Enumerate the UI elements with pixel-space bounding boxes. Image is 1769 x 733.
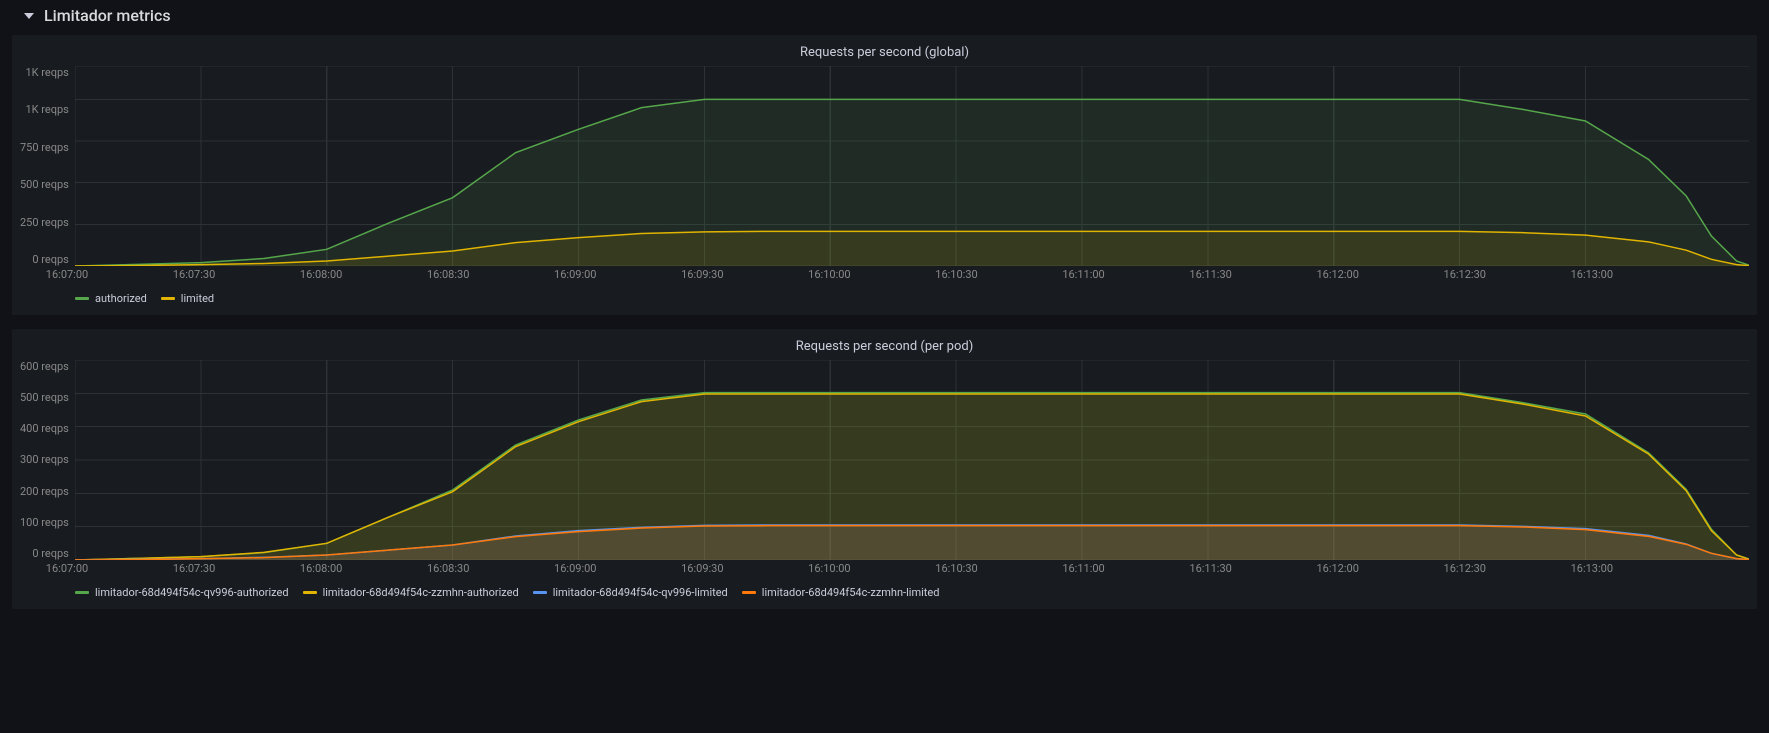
x-tick-label: 16:11:30 — [1189, 562, 1231, 575]
y-axis: 1K reqps 1K reqps 750 reqps 500 reqps 250 re… — [20, 66, 75, 266]
y-tick-label: 500 reqps — [20, 391, 69, 404]
legend-label: limitador-68d494f54c-zzmhn-limited — [762, 586, 940, 599]
chevron-down-icon — [24, 13, 34, 19]
y-tick-label: 200 reqps — [20, 485, 69, 498]
y-tick-label: 500 reqps — [20, 178, 69, 191]
plot-area[interactable] — [75, 360, 1749, 560]
x-axis: 16:07:0016:07:3016:08:0016:08:3016:09:00… — [67, 560, 1757, 578]
x-tick-label: 16:09:30 — [681, 562, 723, 575]
y-tick-label: 250 reqps — [20, 216, 69, 229]
x-tick-label: 16:13:00 — [1571, 562, 1613, 575]
legend-item[interactable]: limitador-68d494f54c-qv996-authorized — [75, 586, 289, 599]
x-tick-label: 16:09:00 — [554, 268, 596, 281]
x-tick-label: 16:13:00 — [1571, 268, 1613, 281]
y-tick-label: 1K reqps — [25, 103, 68, 116]
x-tick-label: 16:10:30 — [935, 268, 977, 281]
x-tick-label: 16:08:30 — [427, 562, 469, 575]
x-axis-row: 16:07:00 16:07:30 16:08:00 16:08:30 16:09:00… — [12, 266, 1757, 284]
panel-perpod: Requests per second (per pod) 600 reqps 5… — [12, 329, 1757, 609]
legend-swatch — [161, 297, 175, 300]
x-tick-label: 16:07:30 — [173, 268, 215, 281]
legend-swatch — [75, 297, 89, 300]
panel-title: Requests per second (per pod) — [12, 329, 1757, 360]
legend-item[interactable]: limitador-68d494f54c-zzmhn-authorized — [303, 586, 519, 599]
x-tick-label: 16:09:00 — [554, 562, 596, 575]
y-tick-label: 1K reqps — [25, 66, 68, 79]
y-tick-label: 0 reqps — [32, 547, 68, 560]
legend-swatch — [533, 591, 547, 594]
x-tick-label: 16:12:30 — [1444, 268, 1486, 281]
y-tick-label: 100 reqps — [20, 516, 69, 529]
legend-item[interactable]: limited — [161, 292, 214, 305]
legend-label: limitador-68d494f54c-zzmhn-authorized — [323, 586, 519, 599]
legend-label: authorized — [95, 292, 147, 305]
y-tick-label: 400 reqps — [20, 422, 69, 435]
x-axis: 16:07:0016:07:3016:08:0016:08:3016:09:00… — [67, 266, 1757, 284]
y-axis: 600 reqps 500 reqps 400 reqps 300 reqps 200 … — [20, 360, 75, 560]
panel-global: Requests per second (global) 1K reqps1K … — [12, 35, 1757, 315]
chart-global[interactable]: 1K reqps 1K reqps 750 reqps 500 reqps 250 re… — [12, 66, 1757, 266]
legend-item[interactable]: limitador-68d494f54c-zzmhn-limited — [742, 586, 940, 599]
chart-perpod[interactable]: 600 reqps 500 reqps 400 reqps 300 reqps 200 … — [12, 360, 1757, 560]
legend: authorized limited — [12, 284, 1757, 309]
x-tick-label: 16:07:00 — [46, 268, 88, 281]
legend-label: limitador-68d494f54c-qv996-authorized — [95, 586, 289, 599]
x-tick-label: 16:11:00 — [1062, 562, 1104, 575]
x-tick-label: 16:11:00 — [1062, 268, 1104, 281]
x-tick-label: 16:10:00 — [808, 268, 850, 281]
x-tick-label: 16:11:30 — [1189, 268, 1231, 281]
x-tick-label: 16:12:30 — [1444, 562, 1486, 575]
x-tick-label: 16:07:30 — [173, 562, 215, 575]
panel-title: Requests per second (global) — [12, 35, 1757, 66]
x-axis-row: 16:07:00 16:07:30 16:08:00 16:08:30 16:09:00… — [12, 560, 1757, 578]
x-tick-label: 16:08:00 — [300, 562, 342, 575]
legend-swatch — [742, 591, 756, 594]
legend-label: limited — [181, 292, 214, 305]
x-tick-label: 16:07:00 — [46, 562, 88, 575]
x-tick-label: 16:08:00 — [300, 268, 342, 281]
x-tick-label: 16:12:00 — [1316, 268, 1358, 281]
legend-item[interactable]: limitador-68d494f54c-qv996-limited — [533, 586, 728, 599]
legend-item[interactable]: authorized — [75, 292, 147, 305]
x-tick-label: 16:08:30 — [427, 268, 469, 281]
x-tick-label: 16:09:30 — [681, 268, 723, 281]
legend: limitador-68d494f54c-qv996-authorized lim… — [12, 578, 1757, 603]
legend-label: limitador-68d494f54c-qv996-limited — [553, 586, 728, 599]
y-tick-label: 600 reqps — [20, 360, 69, 373]
section-header[interactable]: Limitador metrics — [0, 0, 1769, 35]
x-tick-label: 16:10:30 — [935, 562, 977, 575]
plot-area[interactable] — [75, 66, 1749, 266]
y-tick-label: 300 reqps — [20, 453, 69, 466]
section-title: Limitador metrics — [44, 6, 171, 25]
y-tick-label: 750 reqps — [20, 141, 69, 154]
x-tick-label: 16:10:00 — [808, 562, 850, 575]
y-tick-label: 0 reqps — [32, 253, 68, 266]
legend-swatch — [75, 591, 89, 594]
legend-swatch — [303, 591, 317, 594]
x-tick-label: 16:12:00 — [1316, 562, 1358, 575]
